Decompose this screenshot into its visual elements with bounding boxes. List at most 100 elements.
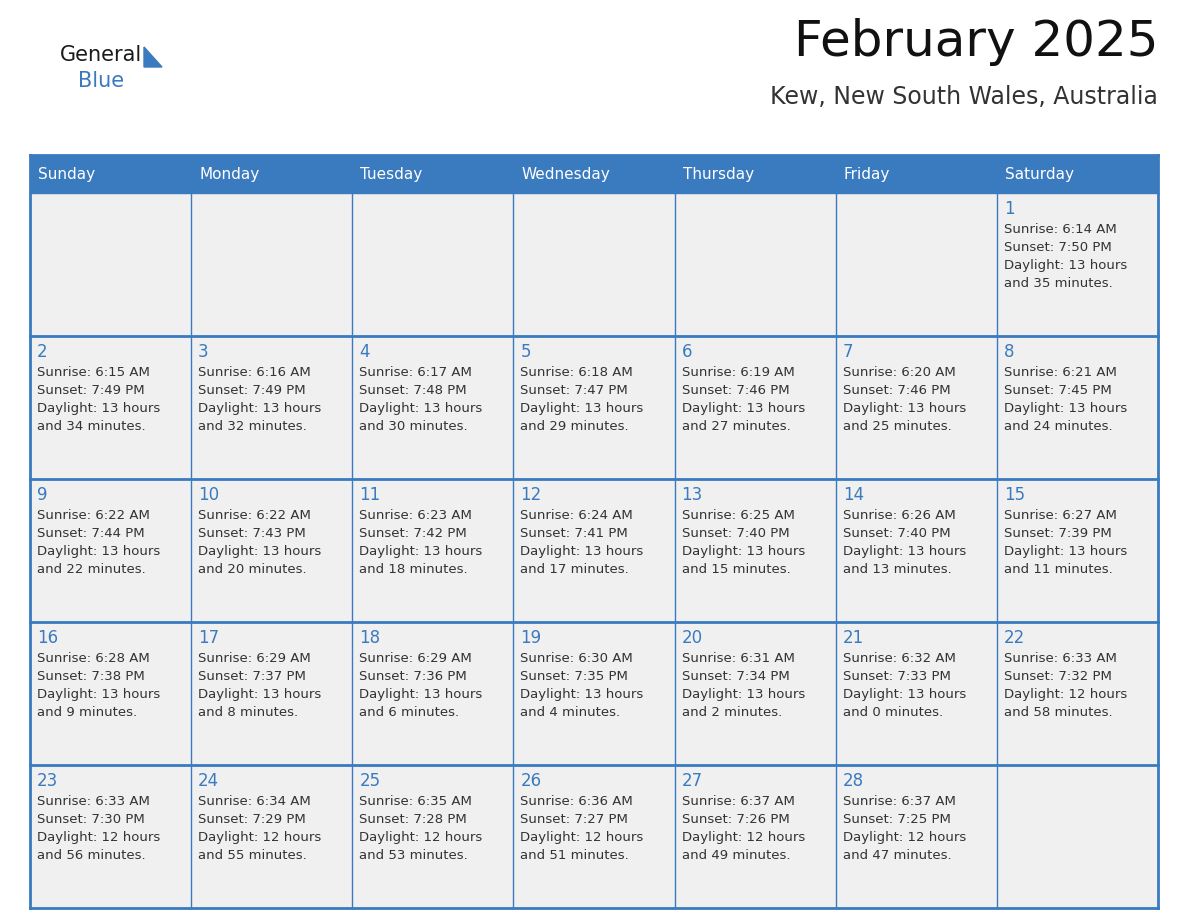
Text: February 2025: February 2025	[794, 18, 1158, 66]
Text: Sunrise: 6:16 AM
Sunset: 7:49 PM
Daylight: 13 hours
and 32 minutes.: Sunrise: 6:16 AM Sunset: 7:49 PM Dayligh…	[198, 366, 322, 433]
Text: Sunrise: 6:21 AM
Sunset: 7:45 PM
Daylight: 13 hours
and 24 minutes.: Sunrise: 6:21 AM Sunset: 7:45 PM Dayligh…	[1004, 366, 1127, 433]
Text: Monday: Monday	[200, 166, 259, 182]
Bar	[513, 193, 675, 336]
Bar	[353, 479, 513, 622]
Text: 17: 17	[198, 629, 220, 647]
Text: 3: 3	[198, 343, 209, 361]
Text: Sunrise: 6:22 AM
Sunset: 7:43 PM
Daylight: 13 hours
and 20 minutes.: Sunrise: 6:22 AM Sunset: 7:43 PM Dayligh…	[198, 509, 322, 576]
Bar	[191, 336, 353, 479]
Text: Sunrise: 6:19 AM
Sunset: 7:46 PM
Daylight: 13 hours
and 27 minutes.: Sunrise: 6:19 AM Sunset: 7:46 PM Dayligh…	[682, 366, 804, 433]
Bar	[513, 479, 675, 622]
Text: 24: 24	[198, 772, 220, 790]
Text: 2: 2	[37, 343, 48, 361]
Bar	[30, 155, 1158, 193]
Text: Sunrise: 6:37 AM
Sunset: 7:26 PM
Daylight: 12 hours
and 49 minutes.: Sunrise: 6:37 AM Sunset: 7:26 PM Dayligh…	[682, 795, 804, 862]
Bar	[30, 479, 191, 622]
Text: 6: 6	[682, 343, 693, 361]
Bar	[30, 336, 191, 479]
Text: 7: 7	[842, 343, 853, 361]
Bar	[30, 765, 191, 908]
Text: 9: 9	[37, 486, 48, 504]
Bar	[513, 765, 675, 908]
Bar	[997, 193, 1158, 336]
Bar	[675, 193, 835, 336]
Text: 19: 19	[520, 629, 542, 647]
Text: 12: 12	[520, 486, 542, 504]
Text: Wednesday: Wednesday	[522, 166, 611, 182]
Text: 27: 27	[682, 772, 702, 790]
Text: 26: 26	[520, 772, 542, 790]
Text: 4: 4	[359, 343, 369, 361]
Bar	[835, 336, 997, 479]
Bar	[675, 765, 835, 908]
Text: Sunrise: 6:29 AM
Sunset: 7:36 PM
Daylight: 13 hours
and 6 minutes.: Sunrise: 6:29 AM Sunset: 7:36 PM Dayligh…	[359, 652, 482, 719]
Bar	[835, 479, 997, 622]
Text: Blue: Blue	[78, 71, 124, 91]
Text: 11: 11	[359, 486, 380, 504]
Text: Sunrise: 6:14 AM
Sunset: 7:50 PM
Daylight: 13 hours
and 35 minutes.: Sunrise: 6:14 AM Sunset: 7:50 PM Dayligh…	[1004, 223, 1127, 290]
Bar	[997, 336, 1158, 479]
Text: Sunrise: 6:18 AM
Sunset: 7:47 PM
Daylight: 13 hours
and 29 minutes.: Sunrise: 6:18 AM Sunset: 7:47 PM Dayligh…	[520, 366, 644, 433]
Bar	[997, 622, 1158, 765]
Bar	[30, 622, 191, 765]
Text: 1: 1	[1004, 200, 1015, 218]
Text: Sunrise: 6:26 AM
Sunset: 7:40 PM
Daylight: 13 hours
and 13 minutes.: Sunrise: 6:26 AM Sunset: 7:40 PM Dayligh…	[842, 509, 966, 576]
Text: Sunrise: 6:30 AM
Sunset: 7:35 PM
Daylight: 13 hours
and 4 minutes.: Sunrise: 6:30 AM Sunset: 7:35 PM Dayligh…	[520, 652, 644, 719]
Bar	[513, 622, 675, 765]
Text: 15: 15	[1004, 486, 1025, 504]
Text: 25: 25	[359, 772, 380, 790]
Text: 22: 22	[1004, 629, 1025, 647]
Text: Saturday: Saturday	[1005, 166, 1074, 182]
Text: 28: 28	[842, 772, 864, 790]
Text: Sunday: Sunday	[38, 166, 95, 182]
Bar	[513, 336, 675, 479]
Text: Sunrise: 6:20 AM
Sunset: 7:46 PM
Daylight: 13 hours
and 25 minutes.: Sunrise: 6:20 AM Sunset: 7:46 PM Dayligh…	[842, 366, 966, 433]
Bar	[353, 622, 513, 765]
Text: 8: 8	[1004, 343, 1015, 361]
Text: Sunrise: 6:37 AM
Sunset: 7:25 PM
Daylight: 12 hours
and 47 minutes.: Sunrise: 6:37 AM Sunset: 7:25 PM Dayligh…	[842, 795, 966, 862]
Bar	[835, 765, 997, 908]
Text: 13: 13	[682, 486, 703, 504]
Polygon shape	[144, 47, 162, 67]
Bar	[675, 479, 835, 622]
Text: Sunrise: 6:29 AM
Sunset: 7:37 PM
Daylight: 13 hours
and 8 minutes.: Sunrise: 6:29 AM Sunset: 7:37 PM Dayligh…	[198, 652, 322, 719]
Text: Sunrise: 6:25 AM
Sunset: 7:40 PM
Daylight: 13 hours
and 15 minutes.: Sunrise: 6:25 AM Sunset: 7:40 PM Dayligh…	[682, 509, 804, 576]
Text: Friday: Friday	[843, 166, 890, 182]
Bar	[353, 193, 513, 336]
Text: 18: 18	[359, 629, 380, 647]
Text: Sunrise: 6:36 AM
Sunset: 7:27 PM
Daylight: 12 hours
and 51 minutes.: Sunrise: 6:36 AM Sunset: 7:27 PM Dayligh…	[520, 795, 644, 862]
Text: Sunrise: 6:28 AM
Sunset: 7:38 PM
Daylight: 13 hours
and 9 minutes.: Sunrise: 6:28 AM Sunset: 7:38 PM Dayligh…	[37, 652, 160, 719]
Text: Sunrise: 6:34 AM
Sunset: 7:29 PM
Daylight: 12 hours
and 55 minutes.: Sunrise: 6:34 AM Sunset: 7:29 PM Dayligh…	[198, 795, 322, 862]
Text: Sunrise: 6:32 AM
Sunset: 7:33 PM
Daylight: 13 hours
and 0 minutes.: Sunrise: 6:32 AM Sunset: 7:33 PM Dayligh…	[842, 652, 966, 719]
Bar	[997, 479, 1158, 622]
Bar	[353, 336, 513, 479]
Bar	[997, 765, 1158, 908]
Text: Sunrise: 6:23 AM
Sunset: 7:42 PM
Daylight: 13 hours
and 18 minutes.: Sunrise: 6:23 AM Sunset: 7:42 PM Dayligh…	[359, 509, 482, 576]
Text: 20: 20	[682, 629, 702, 647]
Text: Sunrise: 6:24 AM
Sunset: 7:41 PM
Daylight: 13 hours
and 17 minutes.: Sunrise: 6:24 AM Sunset: 7:41 PM Dayligh…	[520, 509, 644, 576]
Text: Sunrise: 6:33 AM
Sunset: 7:30 PM
Daylight: 12 hours
and 56 minutes.: Sunrise: 6:33 AM Sunset: 7:30 PM Dayligh…	[37, 795, 160, 862]
Text: 21: 21	[842, 629, 864, 647]
Text: 10: 10	[198, 486, 220, 504]
Bar	[353, 765, 513, 908]
Bar	[191, 765, 353, 908]
Bar	[191, 479, 353, 622]
Text: 14: 14	[842, 486, 864, 504]
Bar	[191, 622, 353, 765]
Text: 23: 23	[37, 772, 58, 790]
Bar	[30, 193, 191, 336]
Text: Kew, New South Wales, Australia: Kew, New South Wales, Australia	[770, 85, 1158, 109]
Bar	[675, 622, 835, 765]
Bar	[191, 193, 353, 336]
Text: Sunrise: 6:35 AM
Sunset: 7:28 PM
Daylight: 12 hours
and 53 minutes.: Sunrise: 6:35 AM Sunset: 7:28 PM Dayligh…	[359, 795, 482, 862]
Text: Tuesday: Tuesday	[360, 166, 423, 182]
Text: Sunrise: 6:22 AM
Sunset: 7:44 PM
Daylight: 13 hours
and 22 minutes.: Sunrise: 6:22 AM Sunset: 7:44 PM Dayligh…	[37, 509, 160, 576]
Text: Sunrise: 6:15 AM
Sunset: 7:49 PM
Daylight: 13 hours
and 34 minutes.: Sunrise: 6:15 AM Sunset: 7:49 PM Dayligh…	[37, 366, 160, 433]
Text: Thursday: Thursday	[683, 166, 753, 182]
Text: Sunrise: 6:17 AM
Sunset: 7:48 PM
Daylight: 13 hours
and 30 minutes.: Sunrise: 6:17 AM Sunset: 7:48 PM Dayligh…	[359, 366, 482, 433]
Text: Sunrise: 6:33 AM
Sunset: 7:32 PM
Daylight: 12 hours
and 58 minutes.: Sunrise: 6:33 AM Sunset: 7:32 PM Dayligh…	[1004, 652, 1127, 719]
Text: 5: 5	[520, 343, 531, 361]
Bar	[835, 193, 997, 336]
Bar	[835, 622, 997, 765]
Text: General: General	[61, 45, 143, 65]
